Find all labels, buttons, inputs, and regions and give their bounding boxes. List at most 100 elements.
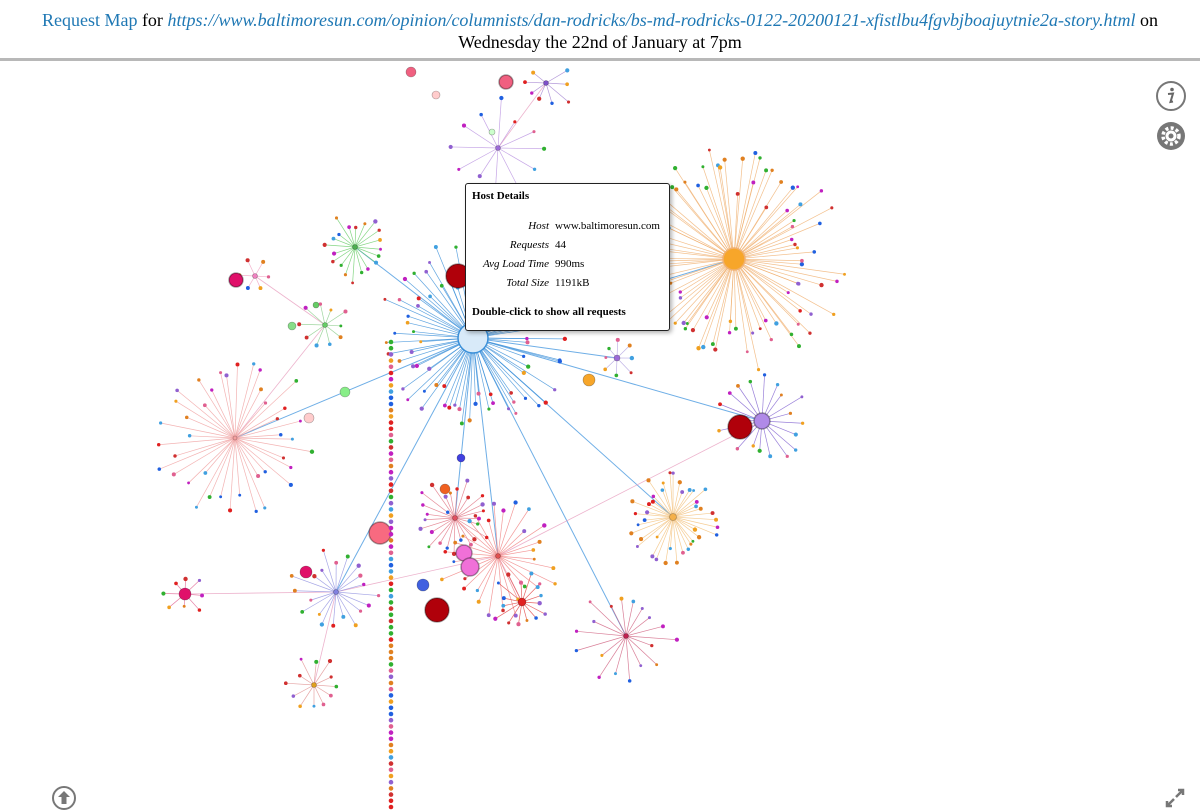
- edge: [662, 482, 674, 518]
- node: [696, 535, 702, 540]
- edge: [234, 434, 281, 439]
- edge: [640, 516, 674, 540]
- info-stem: [1167, 92, 1175, 104]
- tooltip-row: Requests 44: [476, 235, 663, 254]
- node: [789, 237, 794, 242]
- node: [388, 804, 394, 810]
- node: [388, 581, 394, 587]
- node: [428, 294, 432, 299]
- node: [745, 350, 749, 354]
- node: [321, 548, 325, 552]
- node: [334, 684, 339, 689]
- page-url[interactable]: https://www.baltimoresun.com/opinion/col…: [167, 10, 1136, 30]
- node: [388, 426, 394, 432]
- edge: [324, 324, 341, 327]
- node: [333, 589, 339, 595]
- edge: [472, 337, 499, 557]
- node: [793, 432, 798, 437]
- node: [531, 70, 536, 75]
- node: [452, 560, 456, 564]
- edge: [299, 675, 315, 686]
- edge: [625, 626, 664, 637]
- node: [522, 529, 527, 534]
- node: [550, 101, 554, 106]
- node: [182, 604, 186, 608]
- node: [397, 359, 402, 363]
- node: [758, 156, 762, 160]
- node: [252, 362, 256, 366]
- edge: [306, 324, 326, 338]
- node: [455, 487, 459, 491]
- node: [283, 681, 288, 686]
- upload-button[interactable]: [51, 785, 77, 811]
- edge: [299, 684, 315, 707]
- edge: [226, 375, 236, 439]
- edge: [354, 227, 357, 248]
- node: [714, 533, 719, 537]
- node: [219, 371, 223, 375]
- node: [681, 550, 685, 555]
- info-dot: [1170, 87, 1174, 92]
- edge: [669, 472, 674, 518]
- edge: [469, 520, 499, 557]
- node: [647, 616, 651, 620]
- edge: [427, 513, 456, 519]
- node: [289, 574, 294, 578]
- edge: [672, 516, 678, 563]
- node: [480, 502, 485, 507]
- node: [525, 619, 529, 622]
- node: [631, 599, 636, 604]
- edge: [462, 535, 499, 557]
- node: [473, 514, 478, 518]
- node: [467, 518, 472, 524]
- node: [532, 557, 536, 561]
- node: [388, 686, 394, 692]
- info-button[interactable]: [1155, 80, 1187, 112]
- node: [704, 185, 709, 190]
- node: [406, 314, 410, 318]
- edge: [472, 337, 627, 637]
- edge: [531, 82, 547, 94]
- node: [793, 242, 797, 247]
- node: [480, 494, 485, 498]
- node: [668, 471, 672, 475]
- node: [710, 511, 715, 516]
- node: [388, 761, 394, 766]
- node: [327, 658, 333, 664]
- node: [668, 546, 672, 551]
- node: [650, 554, 655, 559]
- node: [615, 337, 620, 342]
- node: [376, 254, 381, 258]
- node: [522, 354, 526, 358]
- node: [687, 488, 692, 492]
- node: [405, 66, 417, 78]
- edge: [472, 337, 546, 403]
- edge: [652, 501, 674, 518]
- node: [790, 185, 795, 190]
- node: [537, 539, 542, 544]
- node: [331, 251, 337, 256]
- settings-teeth: [1161, 126, 1181, 146]
- node: [506, 572, 511, 577]
- node: [388, 736, 394, 742]
- node: [762, 373, 767, 377]
- edge: [333, 246, 356, 254]
- node: [299, 565, 313, 579]
- node: [764, 168, 769, 173]
- edge: [431, 484, 456, 519]
- edge: [672, 516, 694, 542]
- edge: [601, 635, 627, 656]
- edge: [319, 591, 337, 615]
- edge: [160, 422, 236, 439]
- tooltip-key: Total Size: [506, 276, 549, 289]
- edge: [324, 324, 331, 345]
- node: [187, 481, 190, 485]
- node: [627, 343, 632, 348]
- node: [465, 478, 470, 483]
- settings-button[interactable]: [1155, 120, 1187, 152]
- edge: [384, 299, 474, 339]
- node: [321, 702, 326, 707]
- fullscreen-button[interactable]: [1162, 785, 1188, 811]
- edge: [313, 684, 332, 696]
- node: [531, 548, 536, 552]
